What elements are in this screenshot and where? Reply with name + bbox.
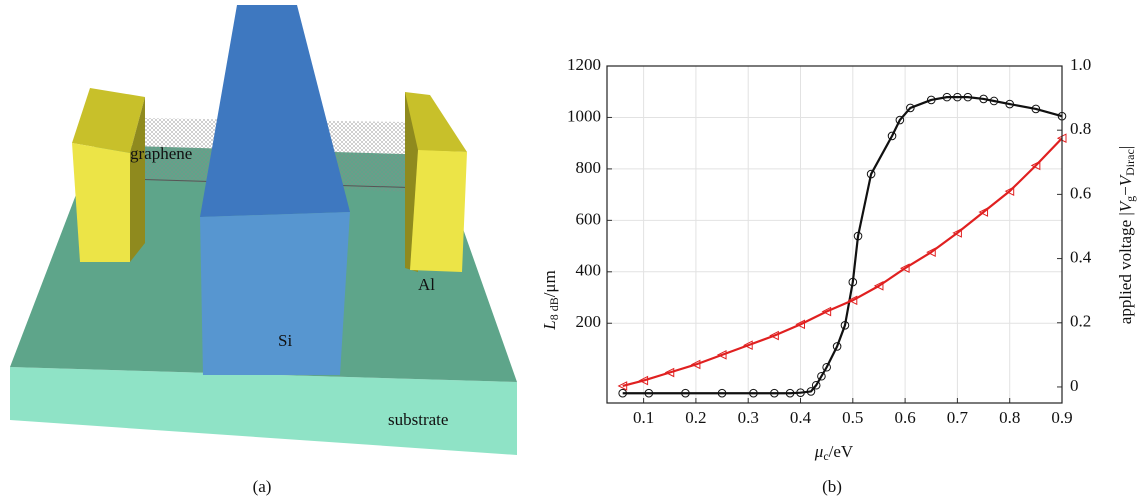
device-diagram: graphene Al Si substrate (a) — [10, 5, 517, 496]
x-tick-label: 0.6 — [894, 408, 915, 427]
x-tick-label: 0.4 — [790, 408, 812, 427]
x-tick-label: 0.5 — [842, 408, 863, 427]
si-label: Si — [278, 331, 292, 350]
y-tick-label: 800 — [576, 158, 602, 177]
x-tick-label: 0.2 — [685, 408, 706, 427]
y2-axis-label: applied voltage |Vg−VDirac| — [1116, 146, 1137, 324]
si-top — [200, 5, 350, 217]
x-tick-label: 0.8 — [999, 408, 1020, 427]
si-front — [200, 212, 350, 375]
y2-label-part: Dirac — [1123, 149, 1137, 176]
y2-label-part: applied voltage | — [1116, 212, 1135, 324]
y2-tick-label: 0.6 — [1070, 183, 1091, 202]
al-label: Al — [418, 275, 435, 294]
y-tick-label: 200 — [576, 312, 602, 331]
caption-a: (a) — [253, 477, 272, 496]
y-label-part: 8 dB — [547, 297, 561, 320]
x-tick-label: 0.1 — [633, 408, 654, 427]
substrate-label: substrate — [388, 410, 448, 429]
y2-tick-label: 0.8 — [1070, 119, 1091, 138]
x-label-part: /eV — [829, 442, 854, 461]
y-label-part: L — [540, 320, 559, 330]
y2-tick-label: 1.0 — [1070, 55, 1091, 74]
y-axis-label: L8 dB/μm — [540, 270, 561, 331]
y2-tick-label: 0.2 — [1070, 312, 1091, 331]
x-tick-label: 0.3 — [738, 408, 759, 427]
y-tick-label: 1000 — [567, 106, 601, 125]
al-left-front — [72, 143, 130, 262]
x-label-part: μ — [814, 442, 824, 461]
x-tick-label: 0.7 — [947, 408, 969, 427]
y2-label-part: | — [1116, 146, 1135, 149]
x-axis-label: μc/eV — [814, 442, 854, 463]
chart: 0.1 0.2 0.3 0.4 0.5 0.6 0.7 0.8 0.9 200 400 600 800 1… — [567, 55, 1092, 427]
graphene-label: graphene — [130, 144, 192, 163]
y-tick-label: 1200 — [567, 55, 601, 74]
y-tick-label: 400 — [576, 261, 602, 280]
y2-tick-label: 0.4 — [1070, 247, 1092, 266]
figure: graphene Al Si substrate (a) 0.10.20.30.… — [0, 0, 1145, 501]
series-line — [623, 97, 1062, 393]
x-tick-label: 0.9 — [1051, 408, 1072, 427]
al-right-front — [410, 150, 467, 272]
y2-tick-label: 0 — [1070, 376, 1079, 395]
y-tick-label: 600 — [576, 209, 602, 228]
y-label-part: /μm — [540, 270, 559, 297]
series-line — [623, 138, 1062, 386]
y2-label-part: − — [1116, 186, 1135, 196]
caption-b: (b) — [822, 477, 842, 496]
